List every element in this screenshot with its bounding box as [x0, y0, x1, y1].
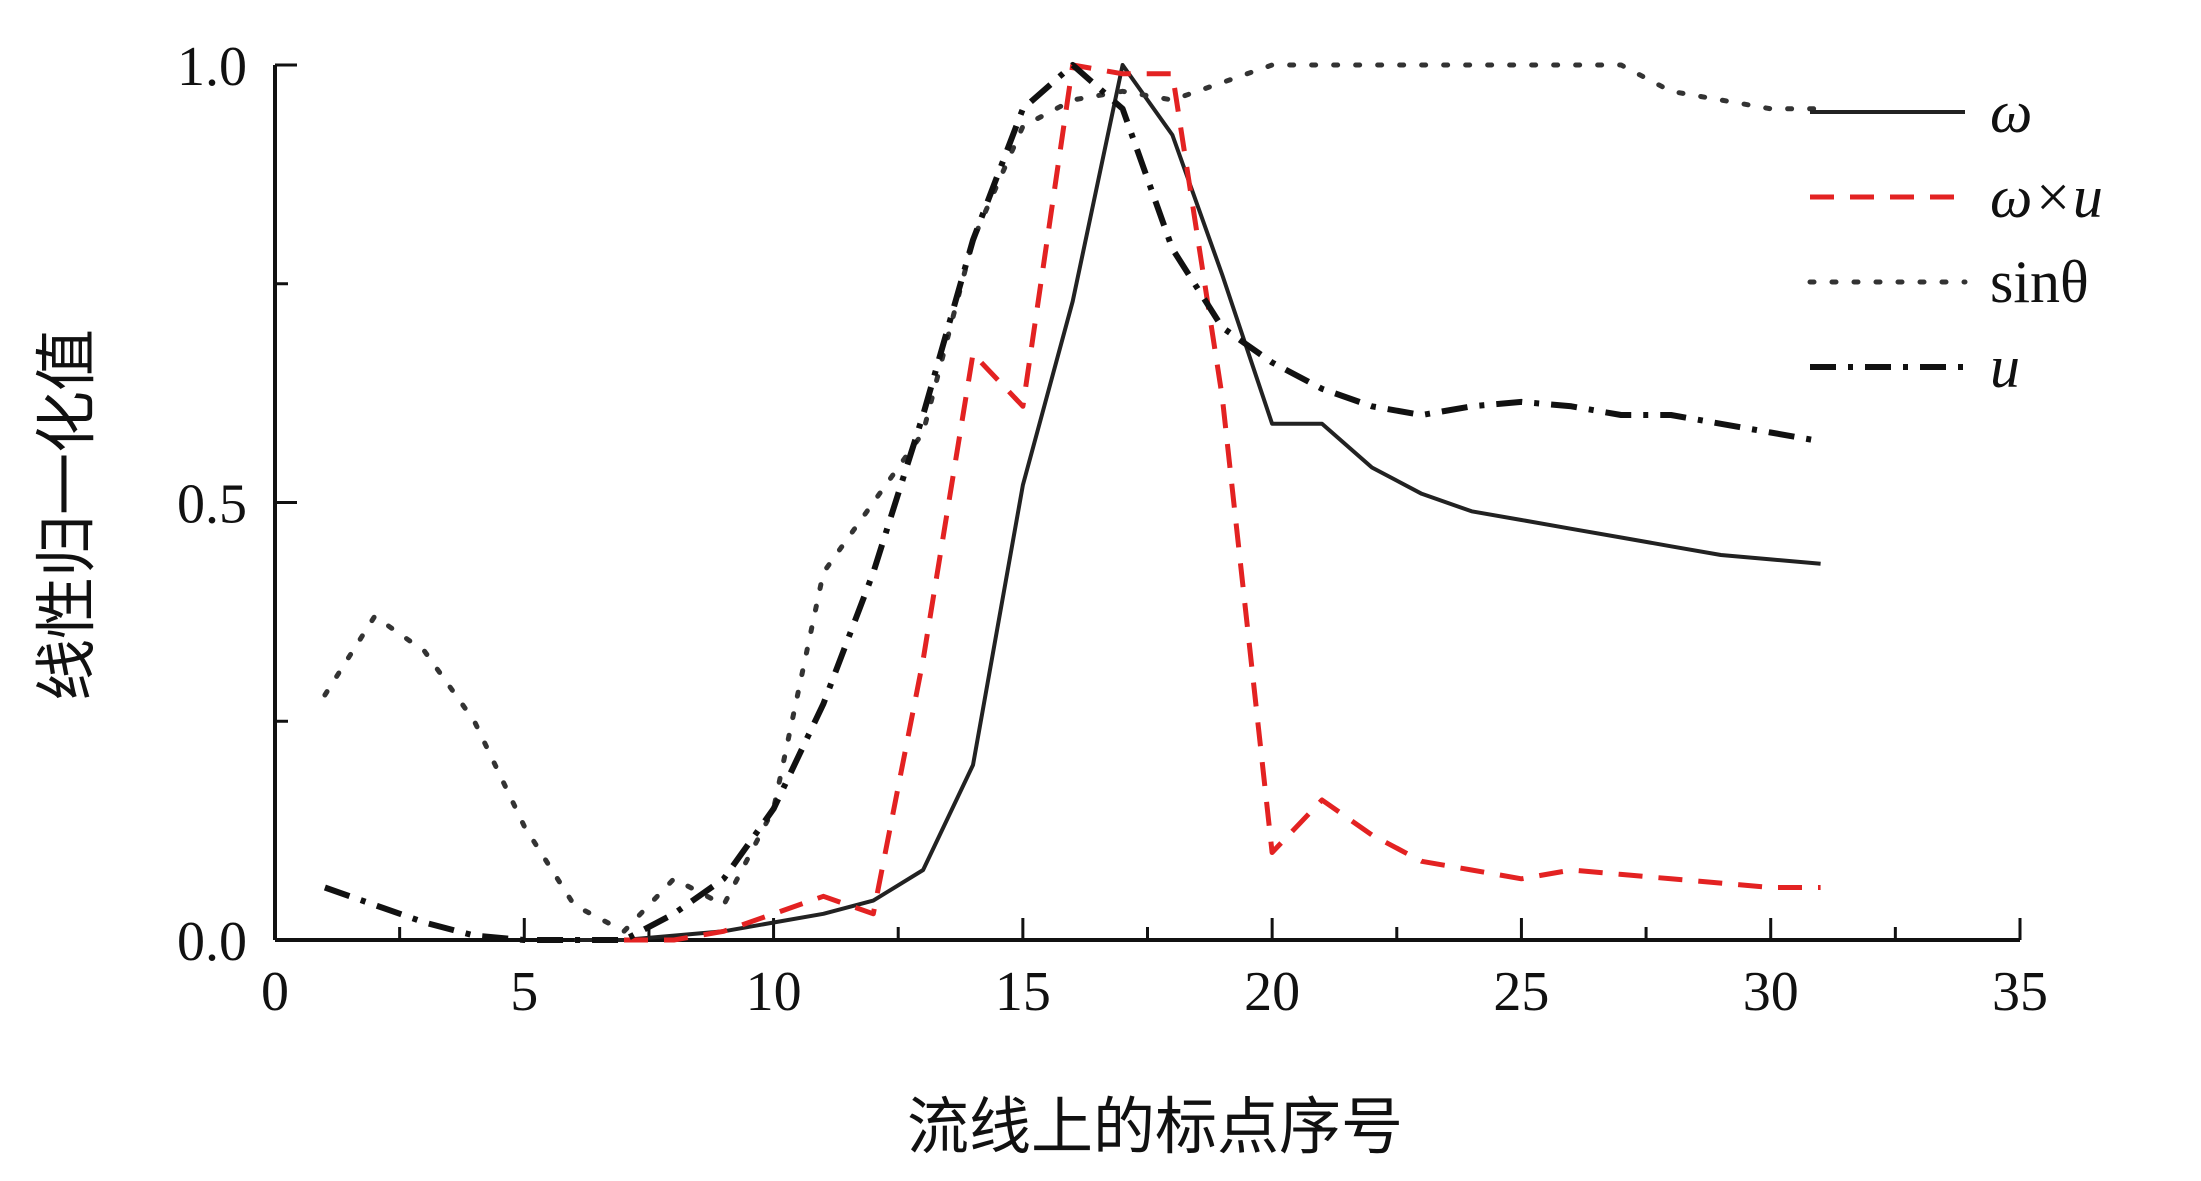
series-layer — [322, 62, 1824, 943]
y-ticks: 0.0 0.5 1.0 — [177, 36, 297, 973]
x-tick-label: 20 — [1244, 961, 1300, 1023]
x-tick-label: 10 — [746, 961, 802, 1023]
series-line-2 — [322, 62, 1824, 934]
x-tick-label: 5 — [510, 961, 538, 1023]
legend: ω ω×u sinθ u — [1807, 79, 2103, 400]
x-tick-label: 35 — [1992, 961, 2048, 1023]
legend-label-3: u — [1990, 334, 2020, 400]
x-tick-label: 0 — [261, 961, 289, 1023]
series-line-0 — [574, 63, 1821, 942]
y-tick-label: 0.5 — [177, 474, 247, 536]
y-axis-title: 线性归一化值 — [30, 329, 103, 701]
x-axis-title: 流线上的标点序号 — [907, 1090, 1403, 1163]
legend-label-0: ω — [1990, 79, 2032, 145]
legend-label-2: sinθ — [1990, 249, 2089, 315]
y-tick-label: 1.0 — [177, 36, 247, 98]
x-tick-label: 15 — [995, 961, 1051, 1023]
x-ticks: 0 5 10 15 20 25 30 35 — [261, 918, 2048, 1023]
y-tick-label: 0.0 — [177, 911, 247, 973]
series-line-3 — [323, 62, 1822, 943]
series-line-1 — [624, 62, 1821, 943]
x-tick-label: 30 — [1743, 961, 1799, 1023]
x-tick-label: 25 — [1493, 961, 1549, 1023]
legend-label-1: ω×u — [1990, 164, 2103, 230]
